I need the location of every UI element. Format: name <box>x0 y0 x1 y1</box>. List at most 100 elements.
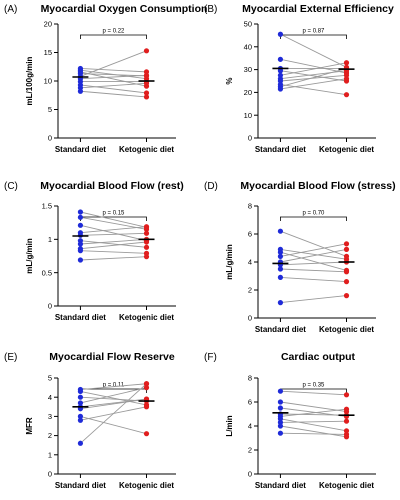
paired-line <box>80 241 147 250</box>
paired-line <box>80 90 147 98</box>
ketogenic-diet-point <box>143 381 150 387</box>
y-tick-label: 5 <box>48 374 52 383</box>
paired-line <box>80 390 147 406</box>
ketogenic-diet-point <box>343 76 350 82</box>
panel-title: Cardiac output <box>281 351 356 363</box>
p-value: p = 0.15 <box>103 211 126 217</box>
ketogenic-diet-point <box>343 428 350 434</box>
paired-line <box>80 398 147 410</box>
ketogenic-diet-point <box>343 246 350 252</box>
standard-diet-point <box>277 405 284 411</box>
paired-line <box>280 70 347 82</box>
panel-e: (E) Myocardial Flow Reserve 0 1 2 3 4 5 Standard… <box>4 351 176 490</box>
paired-line <box>80 383 147 444</box>
paired-line <box>280 230 347 257</box>
paired-line <box>280 58 347 74</box>
panel-f: (F) Cardiac output 0 2 4 6 8 Standard diet Ketog… <box>204 351 376 490</box>
standard-diet-point <box>77 209 84 215</box>
y-axis-label: mL/100g/min <box>25 56 34 105</box>
standard-diet-point <box>277 388 284 394</box>
ketogenic-diet-point <box>143 239 150 245</box>
ketogenic-diet-point <box>343 241 350 247</box>
paired-line <box>280 83 347 96</box>
panel-title: Myocardial Blood Flow (stress) <box>240 180 395 192</box>
ketogenic-diet-point <box>143 90 150 96</box>
y-tick-label: 4 <box>248 422 252 431</box>
panel-c: (C) Myocardial Blood Flow (rest) 0 0.5 1 1.5 S… <box>4 180 184 322</box>
standard-diet-point <box>277 416 284 422</box>
paired-line <box>280 390 347 396</box>
paired-line <box>280 413 347 416</box>
paired-line <box>80 50 147 77</box>
ketogenic-diet-point <box>143 404 150 410</box>
significance-bracket <box>280 216 347 221</box>
ketogenic-diet-point <box>143 80 150 86</box>
standard-diet-point <box>77 417 84 423</box>
ketogenic-diet-point <box>343 293 350 299</box>
paired-line <box>80 250 147 254</box>
y-tick-label: 0 <box>48 302 52 311</box>
standard-diet-point <box>77 388 84 395</box>
p-value: p = 0.11 <box>103 383 125 389</box>
x-category-label: Standard diet <box>255 481 306 490</box>
panel-title: Myocardial Blood Flow (rest) <box>40 180 184 192</box>
standard-diet-point <box>77 248 84 254</box>
y-tick-label: 1 <box>48 235 52 244</box>
paired-line <box>80 240 147 248</box>
y-tick-label: 30 <box>244 65 252 74</box>
paired-line <box>280 33 347 68</box>
x-category-label: Standard diet <box>55 145 106 154</box>
y-tick-label: 40 <box>244 42 252 51</box>
significance-bracket <box>280 34 347 39</box>
y-tick-label: 8 <box>248 374 252 383</box>
panel-title: Myocardial Flow Reserve <box>49 351 175 363</box>
y-tick-label: 0 <box>48 134 52 143</box>
paired-line <box>280 70 347 80</box>
p-value: p = 0.35 <box>303 383 326 389</box>
paired-line <box>80 211 147 228</box>
paired-line <box>280 268 347 273</box>
y-tick-label: 1.5 <box>42 202 52 211</box>
paired-line <box>80 226 147 234</box>
y-tick-label: 20 <box>244 88 252 97</box>
paired-line <box>280 78 347 90</box>
x-category-label: Standard diet <box>255 325 306 334</box>
y-tick-label: 0 <box>48 470 52 479</box>
standard-diet-point <box>277 430 284 436</box>
y-tick-label: 1 <box>48 450 52 459</box>
panel-title: Myocardial External Efficiency <box>242 3 394 15</box>
ketogenic-diet-point <box>143 244 150 250</box>
x-category-label: Ketogenic diet <box>319 325 374 334</box>
p-value: p = 0.87 <box>303 29 326 35</box>
panel-title: Myocardial Oxygen Consumption <box>41 3 208 15</box>
panel-b: (B) Myocardial External Efficiency 0 10 20 30… <box>204 3 394 154</box>
paired-line <box>80 74 147 80</box>
panel-a: (A) Myocardial Oxygen Consumption 0 5 10 15 20… <box>4 3 207 154</box>
ketogenic-diet-point <box>143 385 150 391</box>
standard-diet-point <box>277 266 284 272</box>
panel-d: (D) Myocardial Blood Flow (stress) 0 2 4 6 8 St… <box>204 180 396 334</box>
ketogenic-diet-point <box>343 279 350 285</box>
paired-line <box>280 248 347 260</box>
panel-label: (F) <box>204 352 217 363</box>
y-axis-label: mL/g/min <box>225 244 234 280</box>
y-tick-label: 4 <box>48 393 52 402</box>
x-category-label: Ketogenic diet <box>319 145 374 154</box>
ketogenic-diet-point <box>143 230 150 236</box>
paired-line <box>80 224 147 242</box>
y-axis-label: MFR <box>25 417 34 435</box>
x-category-label: Ketogenic diet <box>119 481 174 490</box>
standard-diet-point <box>277 228 284 234</box>
standard-diet-point <box>277 274 284 280</box>
standard-diet-point <box>277 253 284 259</box>
standard-diet-point <box>77 241 84 247</box>
standard-diet-point <box>77 214 84 220</box>
ketogenic-diet-point <box>343 418 350 424</box>
ketogenic-diet-point <box>343 60 350 66</box>
paired-line <box>80 415 147 435</box>
paired-line <box>280 425 347 438</box>
x-category-label: Standard diet <box>55 313 106 322</box>
paired-line <box>80 82 147 89</box>
ketogenic-diet-point <box>343 431 350 437</box>
